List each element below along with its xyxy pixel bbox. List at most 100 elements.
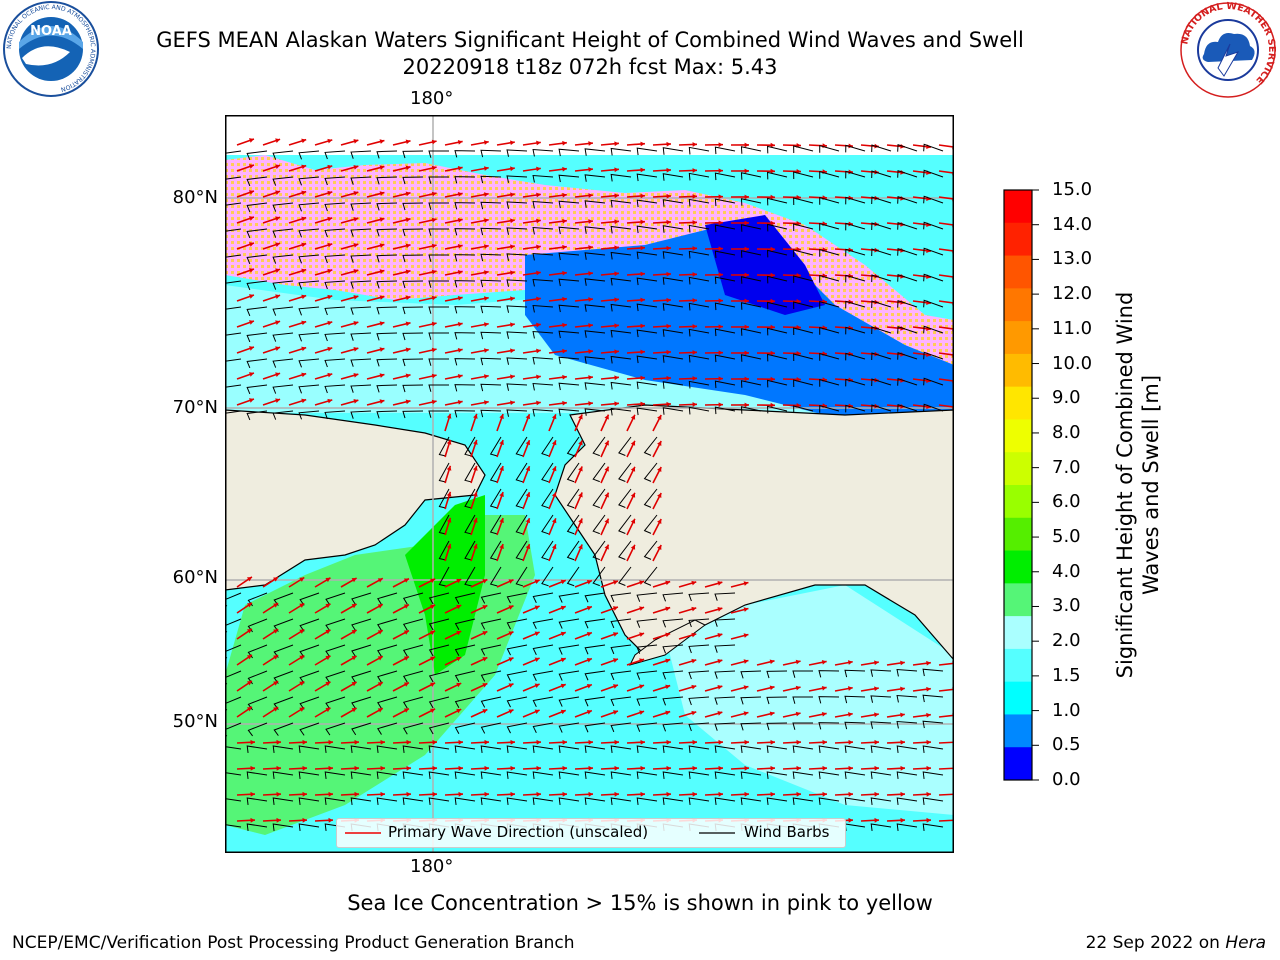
wind-barb [793,275,814,284]
wind-barb [688,406,710,415]
colorbar-segment [1004,747,1032,781]
footer-credit: NCEP/EMC/Verification Post Processing Pr… [12,933,575,953]
wind-barb [272,332,294,342]
wave-arrow-head [353,321,359,326]
wind-barb [767,327,788,336]
wind-barb [896,695,918,703]
wave-arrow-head [640,791,645,797]
wind-barb [610,199,632,208]
wind-barb [792,745,814,754]
wave-arrow-head [430,630,436,636]
wind-barb [662,670,684,680]
wave-arrow-head [403,682,409,687]
wave-arrow-head [301,398,307,404]
wave-arrow-head [614,401,619,407]
wave-arrow-head [536,322,541,328]
wind-barb [636,670,658,680]
wave-arrow-head [770,402,775,408]
wind-barb [515,566,528,587]
wave-arrow-head [769,659,775,665]
colorbar-segment [1004,255,1032,289]
wave-arrow-head [405,347,411,353]
wind-barb [428,745,450,754]
wave-arrow-head [353,139,359,144]
wind-barb [566,514,580,535]
wave-arrow-head [630,518,636,524]
wave-arrow-head [456,708,462,714]
wind-barb [376,745,398,754]
wave-arrow-head [457,191,463,197]
wave-arrow-head [718,246,723,252]
wave-arrow-head [249,190,254,195]
wind-barb [454,696,476,708]
wind-barb [662,745,684,754]
wind-barb [610,381,632,390]
wind-barb [298,745,320,754]
wave-arrow-head [536,218,541,224]
wave-arrow-head [614,349,619,355]
wind-barb [688,328,710,337]
wave-arrow-head [770,298,775,304]
wind-barb [428,150,450,158]
wave-arrow-head [353,399,359,404]
wave-arrow-head [848,817,853,823]
wind-barb [324,254,346,264]
wind-barb [818,696,840,704]
wave-arrow-head [325,707,331,713]
wind-barb [272,228,294,238]
wind-barb [584,174,606,182]
wind-barb [610,355,632,364]
wave-arrow-head [249,320,254,325]
wave-arrow-head [640,193,645,199]
wave-arrow-head [639,658,645,663]
lat-label-70n: 70°N [172,397,218,418]
wave-arrow-head [657,440,662,446]
wave-arrow-head [743,607,749,612]
wind-barb [714,406,736,415]
wind-barb [584,252,606,260]
wave-arrow-head [718,402,723,408]
wave-arrow-head [588,323,593,328]
wind-barb [714,722,736,731]
wind-barb [793,405,814,414]
wind-barb [515,514,528,535]
wave-arrow-head [562,140,567,146]
wave-arrow-head [744,220,749,226]
wave-arrow-head [275,320,281,325]
colorbar-tick-label: 1.5 [1052,664,1081,686]
wind-barb [871,222,892,231]
svg-text:NOAA: NOAA [30,24,72,39]
wave-arrow-head [301,294,307,300]
wave-arrow-head [379,217,385,222]
wave-arrow-head [379,295,385,300]
wave-arrow-head [578,466,583,472]
wind-barb [454,644,476,656]
wind-barb [897,169,918,178]
wave-arrow-head [276,739,281,745]
wave-arrow-head [770,765,775,771]
wind-barb [819,197,840,205]
wind-barb [844,771,866,780]
wind-barb [454,358,476,366]
wave-arrow-head [431,347,437,353]
wave-direction-arrow [938,767,954,770]
wind-barb [896,669,918,677]
wind-barb [464,436,476,457]
wave-arrow-head [301,242,307,248]
wind-barb [610,722,632,733]
wind-barb [464,488,476,509]
wind-barb [558,200,580,209]
wind-barb [897,403,918,412]
wave-arrow-head [665,684,671,690]
wave-arrow-head [692,298,697,303]
wave-arrow-head [403,630,409,635]
wave-arrow-head [718,142,723,148]
wind-barb [610,797,632,806]
wind-barb [871,144,892,153]
wind-barb [532,592,554,604]
wave-arrow-head [613,658,618,663]
wave-arrow-head [325,603,331,609]
wave-arrow-head [403,578,409,583]
wave-arrow-head [405,373,411,379]
wind-barb [506,696,528,708]
